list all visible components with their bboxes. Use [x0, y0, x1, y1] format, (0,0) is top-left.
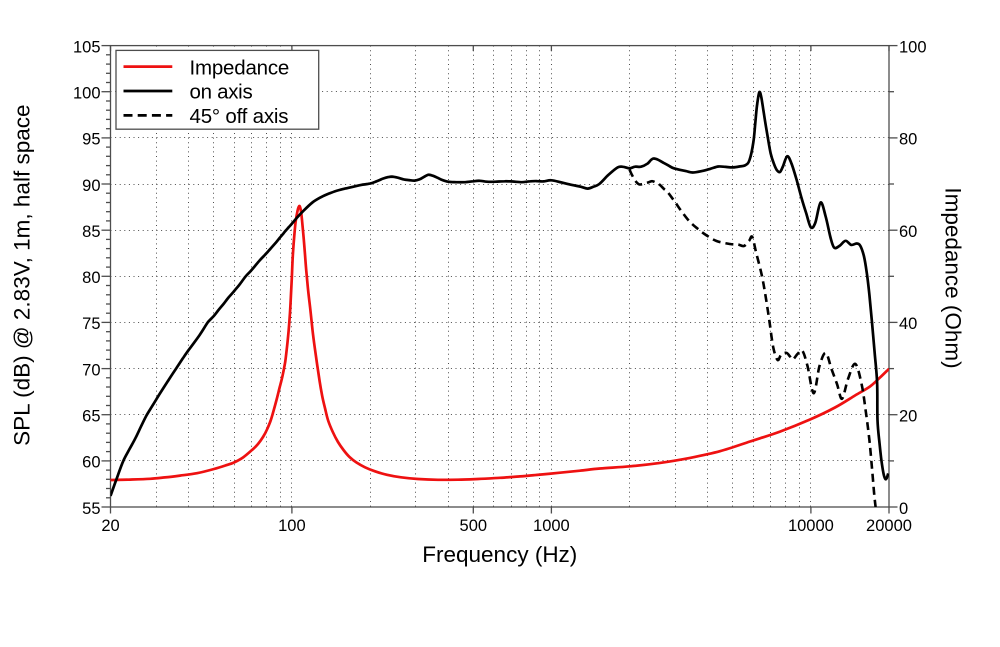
svg-text:100: 100 [899, 38, 927, 56]
svg-text:20: 20 [101, 517, 119, 535]
svg-text:10000: 10000 [788, 517, 834, 535]
svg-text:60: 60 [899, 223, 917, 241]
svg-text:100: 100 [73, 85, 101, 103]
svg-text:40: 40 [899, 315, 917, 333]
svg-text:20000: 20000 [866, 517, 912, 535]
svg-text:100: 100 [278, 517, 306, 535]
svg-text:80: 80 [82, 269, 100, 287]
svg-text:95: 95 [82, 131, 100, 149]
svg-text:20: 20 [899, 408, 917, 426]
svg-text:0: 0 [899, 500, 908, 518]
svg-text:1000: 1000 [533, 517, 570, 535]
svg-text:on axis: on axis [190, 81, 253, 104]
svg-text:90: 90 [82, 177, 100, 195]
svg-text:75: 75 [82, 315, 100, 333]
svg-text:Impedance (Ohm): Impedance (Ohm) [941, 187, 966, 368]
svg-text:500: 500 [460, 517, 488, 535]
svg-text:70: 70 [82, 361, 100, 379]
svg-text:105: 105 [73, 38, 101, 56]
svg-text:45° off axis: 45° off axis [190, 105, 289, 128]
svg-text:SPL (dB) @ 2.83V, 1m, half spa: SPL (dB) @ 2.83V, 1m, half space [10, 105, 35, 446]
svg-text:85: 85 [82, 223, 100, 241]
svg-text:60: 60 [82, 454, 100, 472]
svg-text:55: 55 [82, 500, 100, 518]
svg-text:Frequency (Hz): Frequency (Hz) [422, 542, 577, 567]
svg-text:65: 65 [82, 408, 100, 426]
svg-text:80: 80 [899, 131, 917, 149]
svg-text:Impedance: Impedance [190, 56, 290, 79]
